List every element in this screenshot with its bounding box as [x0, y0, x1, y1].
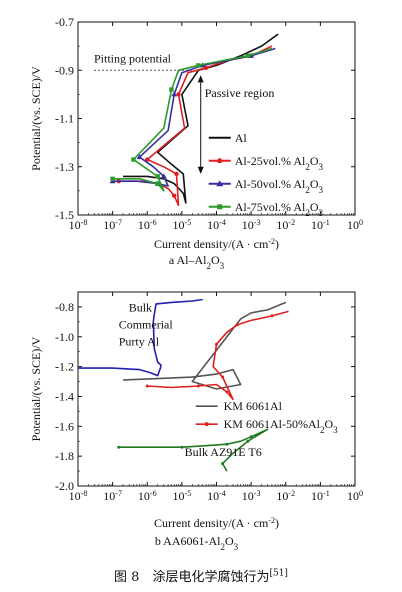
x-tick-label: 10-2 [276, 218, 295, 233]
x-tick-label: 10-6 [138, 489, 157, 504]
x-tick-label: 100 [347, 218, 363, 233]
x-tick-label: 10-7 [103, 489, 122, 504]
y-tick-label: -2.0 [55, 479, 74, 493]
pitting-label: Pitting potential [94, 51, 172, 65]
bulk-pure-al-label: Commerial [119, 317, 174, 331]
series-line-0 [78, 298, 203, 377]
bulk-pure-al-label: Bulk [129, 300, 152, 314]
y-axis-label: Potential/(vs. SCE)/V [29, 336, 43, 441]
series-point-3 [249, 435, 253, 439]
series-point-2 [136, 154, 143, 160]
series-point-2 [225, 390, 229, 394]
legend-marker-2 [204, 422, 209, 427]
legend-label-0: Al [235, 131, 248, 145]
series-point-3 [246, 439, 250, 443]
y-tick-label: -1.1 [55, 112, 74, 126]
series-point-2 [196, 384, 200, 388]
x-axis-label: Current density/(A · cm-2) [154, 237, 279, 252]
chart-panel-b: 10-8 10-7 10-6 10-5 10-4 10-3 10-2 10-1 100 -2.0 -… [29, 291, 363, 552]
panel-caption: a Al–Al2O3 [169, 253, 225, 271]
series-point-2 [215, 342, 218, 346]
legend-marker-2 [216, 180, 224, 187]
x-tick-label: 10-8 [69, 489, 88, 504]
series-line-3 [118, 428, 269, 472]
series-point-1 [176, 92, 181, 97]
series-point-2 [221, 375, 225, 379]
bulk-pure-al-label: Purty Al [119, 334, 160, 348]
legend-label-2: KM 6061Al-50%Al2O3 [224, 417, 339, 435]
series-point-3 [196, 63, 201, 68]
y-tick-label: -1.6 [55, 419, 74, 433]
y-tick-label: -0.9 [55, 63, 74, 77]
series-line-1 [118, 45, 273, 207]
series-point-2 [270, 314, 274, 318]
passive-arrow-head-up [197, 75, 204, 83]
series-point-1 [171, 193, 177, 198]
series-point-2 [145, 384, 149, 388]
x-tick-label: 10-7 [103, 218, 122, 233]
legend-label-1: KM 6061Al [224, 399, 283, 413]
passive-label: Passive region [205, 86, 275, 100]
series-point-2 [160, 173, 167, 179]
y-tick-label: -1.3 [55, 160, 74, 174]
legend-label-1: Al-25vol.% Al2O3 [235, 154, 324, 172]
x-tick-label: 10-1 [311, 489, 330, 504]
series-point-1 [174, 171, 179, 177]
y-tick-label: -0.8 [55, 300, 74, 314]
series-point-1 [145, 157, 150, 162]
series-point-3 [245, 53, 250, 58]
panel-caption: b AA6061-Al2O3 [155, 534, 239, 552]
series-point-3 [169, 87, 174, 92]
y-axis-label: Potential/(vs. SCE)/V [29, 66, 43, 171]
x-tick-label: 10-6 [138, 218, 157, 233]
y-tick-label: -0.7 [55, 15, 74, 29]
series-point-3 [221, 462, 225, 466]
y-tick-label: -1.0 [55, 330, 74, 344]
legend-label-3: Al-75vol.% Al2O3 [235, 200, 324, 218]
series-point-3 [155, 181, 160, 186]
series-point-3 [180, 445, 184, 449]
bulk-az91e-label: Bulk AZ91E T6 [185, 445, 262, 459]
y-tick-label: -1.5 [55, 208, 74, 222]
series-point-3 [155, 174, 160, 179]
x-tick-label: 10-3 [242, 218, 261, 233]
x-tick-label: 10-2 [276, 489, 295, 504]
y-tick-label: -1.2 [55, 360, 74, 374]
x-tick-label: 10-3 [242, 489, 261, 504]
y-tick-label: -1.4 [55, 389, 74, 403]
series-point-3 [131, 157, 136, 162]
figure-caption-text: 图 8 涂层电化学腐蚀行为 [114, 570, 270, 585]
figure-caption: 图 8 涂层电化学腐蚀行为[51] [0, 566, 402, 585]
series-point-3 [110, 176, 115, 182]
series-point-3 [117, 445, 121, 449]
legend-marker-3 [217, 204, 223, 210]
x-tick-label: 10-5 [173, 218, 192, 233]
x-axis-label: Current density/(A · cm-2) [154, 516, 279, 531]
x-tick-label: 10-4 [207, 489, 226, 504]
x-tick-label: 10-5 [173, 489, 192, 504]
figure-caption-ref: [51] [269, 568, 288, 579]
series-point-2 [171, 91, 178, 97]
x-tick-label: 100 [347, 489, 363, 504]
series-point-3 [225, 442, 229, 446]
legend-marker-1 [217, 158, 223, 164]
series-point-2 [235, 323, 239, 327]
series-line-2 [147, 310, 289, 401]
chart-panel-a: 10-8 10-7 10-6 10-5 10-4 10-3 10-2 10-1 100 -1.5 -… [29, 15, 363, 271]
x-tick-label: 10-1 [311, 218, 330, 233]
passive-arrow-head-down [197, 166, 204, 174]
x-tick-label: 10-8 [69, 218, 88, 233]
legend-label-2: Al-50vol.% Al2O3 [235, 177, 324, 195]
y-tick-label: -1.8 [55, 449, 74, 463]
x-tick-label: 10-4 [207, 218, 226, 233]
